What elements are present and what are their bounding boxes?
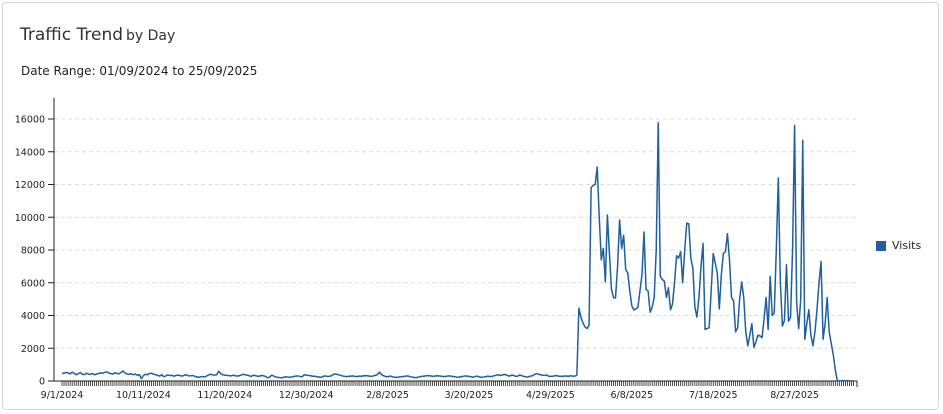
gridlines — [54, 118, 857, 349]
x-tick-label: 9/1/2024 — [41, 390, 84, 401]
x-tick-label: 11/20/2024 — [197, 390, 252, 401]
x-axis: 9/1/2024 10/11/2024 11/20/2024 12/30/2024 2/… — [41, 380, 858, 401]
y-tick-label: 14000 — [15, 147, 45, 158]
x-tick-label: 2/8/2025 — [366, 390, 409, 401]
y-tick-label: 12000 — [15, 180, 45, 191]
y-tick-label: 0 — [39, 377, 45, 388]
x-tick-label: 6/8/2025 — [610, 390, 653, 401]
x-tick-label: 8/27/2025 — [770, 390, 819, 401]
y-tick-label: 8000 — [21, 246, 45, 257]
x-tick-label: 10/11/2024 — [116, 390, 171, 401]
y-tick-label: 4000 — [21, 311, 45, 322]
chart-title: Traffic Trend by Day — [20, 25, 175, 45]
x-tick-label: 4/29/2025 — [526, 390, 575, 401]
x-tick-label: 12/30/2024 — [279, 390, 334, 401]
date-range-label: Date Range: 01/09/2024 to 25/09/2025 — [21, 64, 258, 78]
y-axis: 0 2000 4000 6000 8000 10000 12000 14000 16000 — [15, 97, 55, 388]
chart-card: Traffic Trend by Day Date Range: 01/09/20… — [2, 2, 939, 410]
legend-label-visits: Visits — [892, 239, 922, 252]
x-tick-label: 3/20/2025 — [445, 390, 494, 401]
series-line-visits — [61, 122, 854, 382]
legend[interactable]: Visits — [876, 239, 921, 252]
y-tick-label: 16000 — [15, 115, 45, 126]
chart-title-main: Traffic Trend — [20, 25, 124, 45]
y-tick-label: 2000 — [21, 344, 45, 355]
legend-swatch-visits — [876, 240, 886, 251]
y-tick-label: 10000 — [15, 213, 45, 224]
y-tick-label: 6000 — [21, 278, 45, 289]
x-tick-label: 7/18/2025 — [689, 390, 738, 401]
chart-title-sub: by Day — [126, 28, 176, 44]
